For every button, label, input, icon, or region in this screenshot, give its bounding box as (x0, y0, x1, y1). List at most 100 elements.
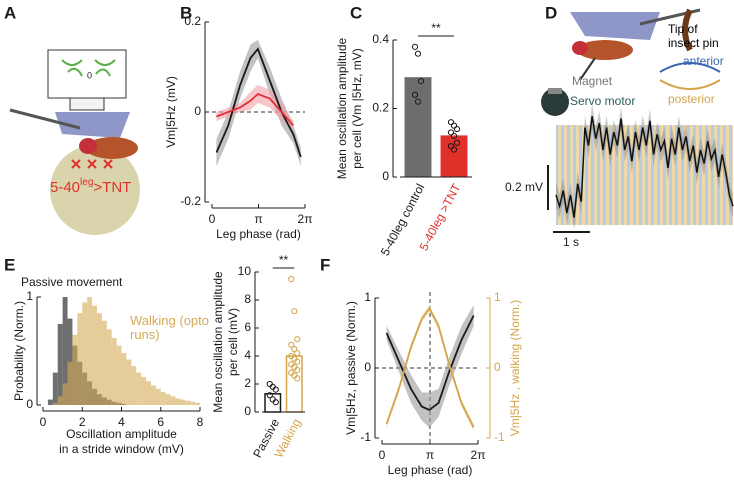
data-point (266, 392, 273, 399)
x-axis-label: Leg phase (rad) (388, 463, 473, 477)
data-point (450, 132, 458, 139)
error-band (216, 40, 301, 166)
fly-body (577, 40, 633, 60)
magnet-label: Magnet (572, 74, 613, 88)
data-point (417, 78, 425, 85)
objective (69, 97, 105, 111)
significance-label: ** (279, 253, 289, 267)
histogram-bar (52, 402, 58, 405)
series-line (215, 47, 302, 158)
y-tick-label: 6 (244, 320, 251, 334)
y-tick-label: 2 (244, 376, 251, 390)
data-point (294, 375, 301, 382)
trace (555, 116, 734, 218)
data-point (450, 122, 458, 129)
histogram-bar (165, 394, 171, 405)
screen (47, 49, 127, 99)
pin (579, 57, 596, 81)
histogram-bar (116, 345, 122, 405)
y-tick-label: 1 (364, 290, 371, 304)
data-point (447, 129, 455, 136)
y-tick-label: 0 (26, 397, 33, 411)
data-point (453, 125, 461, 133)
series-line (385, 315, 475, 412)
x-tick-label: 2π (298, 212, 313, 226)
histogram-bar (155, 388, 161, 405)
histogram-bar (62, 297, 68, 405)
panel-letter: B (180, 3, 192, 22)
y-axis-label: Mean oscillation amplitude (211, 271, 225, 413)
data-point (294, 358, 301, 365)
genotype-suffix: >TNT (93, 179, 131, 196)
data-point (294, 366, 301, 374)
histogram-bar (57, 324, 63, 405)
error-band (386, 305, 474, 428)
data-point (447, 143, 455, 150)
histogram-bar (195, 402, 200, 405)
servo-motor (541, 88, 569, 116)
histogram-bar (131, 366, 137, 405)
x-tick-label: 0 (379, 448, 386, 462)
x-tick-label: 4 (118, 415, 125, 429)
y-tick-label: 0 (244, 404, 251, 418)
histogram-bar (146, 381, 151, 405)
histogram-bar (52, 372, 58, 405)
histogram-bar (141, 376, 147, 405)
histogram-bar (72, 334, 78, 405)
fly-head (79, 138, 97, 154)
panel-d-illustration: D Magnet Servo motor anterior posterior … (505, 3, 733, 249)
panel-letter: C (350, 3, 362, 22)
trace-band (556, 104, 733, 230)
motor-label: Servo motor (570, 94, 635, 108)
magnet (548, 88, 562, 94)
posterior-label: posterior (668, 92, 715, 106)
histogram-bar (77, 313, 83, 405)
x-tick-label: 6 (157, 415, 164, 429)
y-tick-label: 0.2 (184, 14, 201, 28)
data-point (447, 119, 455, 126)
screen-label: 0 (87, 70, 92, 80)
x-tick-label: π (254, 212, 262, 226)
y-tick-label: 1 (494, 290, 501, 304)
x-axis-label: in a stride window (mV) (59, 442, 184, 456)
stage (570, 12, 660, 40)
data-point (291, 308, 298, 315)
y-axis-label: Vm|5Hz, passive (Norm.) (344, 301, 358, 435)
histogram-bar (150, 385, 156, 405)
histogram-bar (126, 359, 132, 405)
histogram-bar (101, 320, 107, 405)
series-line (216, 92, 295, 127)
histogram-bar (92, 305, 97, 405)
data-point (291, 345, 298, 353)
anterior-label: anterior (683, 54, 724, 68)
histogram-bar (62, 383, 68, 405)
histogram-bar (111, 338, 117, 405)
histogram-bar (121, 353, 127, 405)
x-axis-label: Oscillation amplitude (66, 427, 177, 441)
x-tick-label: 8 (197, 415, 204, 429)
histogram-bar (96, 313, 102, 405)
data-point (411, 43, 419, 50)
histogram-bar (47, 399, 53, 405)
stage (55, 112, 130, 138)
genotype: 5-40leg>TNT (50, 177, 131, 196)
series-label: Walking (opto runs) (130, 313, 209, 342)
series-label: Passive movement (21, 275, 123, 289)
histogram-bar (57, 396, 63, 405)
neurons (61, 59, 116, 77)
y-axis-label: per cell (Vm |5Hz, mV) (350, 48, 364, 168)
panel-a-illustration: A 0 5-40leg>TNT (4, 3, 140, 235)
histogram-bar (185, 400, 191, 405)
x-tick-label: 2 (79, 415, 86, 429)
histogram-bar (160, 392, 166, 405)
x-tick-label: 0 (40, 415, 47, 429)
x-tick-label: 2π (471, 448, 486, 462)
fly-body (86, 137, 138, 159)
genotype-sup: leg (80, 177, 93, 188)
y-tick-label: 0 (194, 104, 201, 118)
histogram-bar (82, 302, 88, 405)
x-tick-label: π (426, 448, 434, 462)
histogram-bar (180, 399, 186, 405)
anterior-arrow (659, 62, 721, 73)
